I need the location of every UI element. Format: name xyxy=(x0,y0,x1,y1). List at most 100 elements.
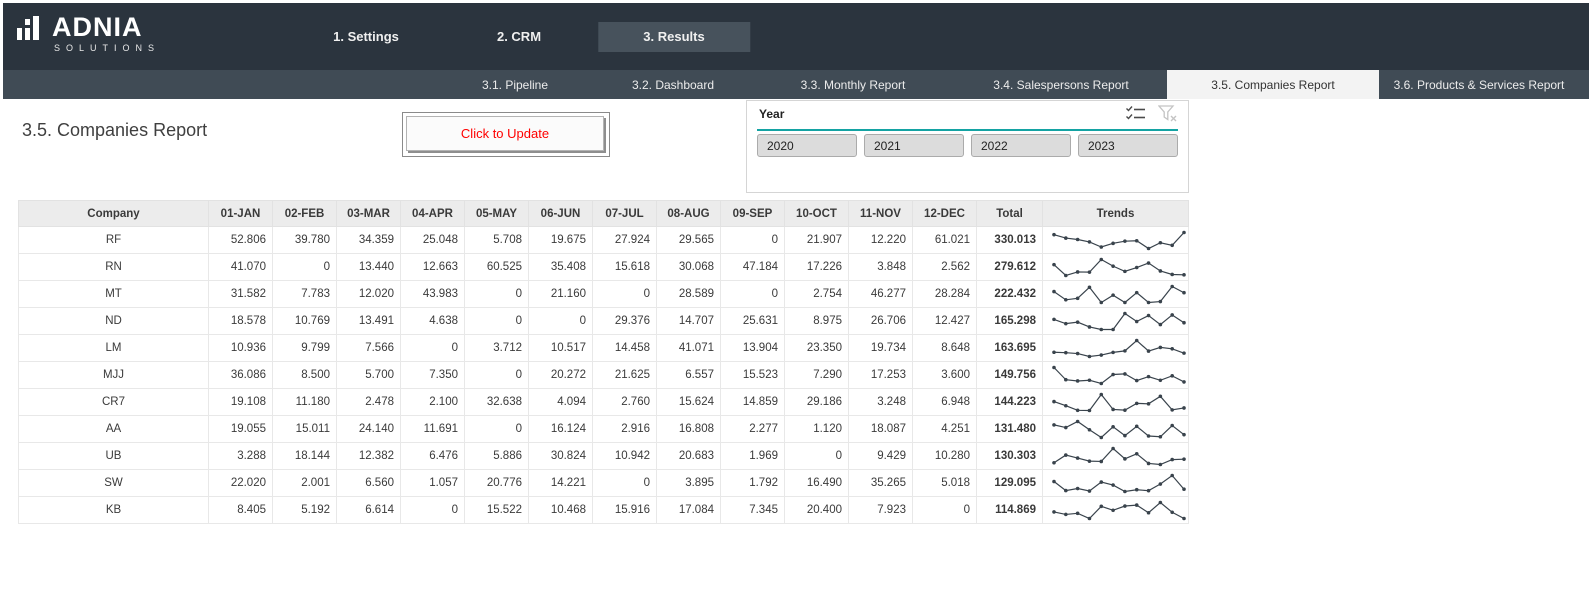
value-cell-01-jan: 36.086 xyxy=(208,361,273,389)
sub-tab-pipeline[interactable]: 3.1. Pipeline xyxy=(481,77,549,92)
slicer-option-2022[interactable]: 2022 xyxy=(971,134,1071,157)
slicer-option-2023[interactable]: 2023 xyxy=(1078,134,1178,157)
value-cell-07-jul: 15.916 xyxy=(592,496,657,524)
column-header-12-dec: 12-DEC xyxy=(912,200,977,227)
column-header-02-feb: 02-FEB xyxy=(272,200,337,227)
value-cell-12-dec: 61.021 xyxy=(912,226,977,254)
sub-tab-dashboard[interactable]: 3.2. Dashboard xyxy=(631,77,715,92)
column-header-company: Company xyxy=(18,200,209,227)
top-tab-settings[interactable]: 1. Settings xyxy=(333,29,399,44)
table-row-cr7: CR7 19.108 11.180 2.478 2.100 32.638 4.094 2.76… xyxy=(18,388,1189,416)
value-cell-10-oct: 21.907 xyxy=(784,226,849,254)
company-cell: CR7 xyxy=(18,388,209,416)
value-cell-12-dec: 2.562 xyxy=(912,253,977,281)
total-cell: 165.298 xyxy=(976,307,1043,335)
value-cell-07-jul: 27.924 xyxy=(592,226,657,254)
value-cell-02-feb: 5.192 xyxy=(272,496,337,524)
value-cell-02-feb: 39.780 xyxy=(272,226,337,254)
total-cell: 144.223 xyxy=(976,388,1043,416)
multi-select-icon[interactable] xyxy=(1125,105,1146,123)
column-header-trends: Trends xyxy=(1042,200,1189,227)
total-cell: 114.869 xyxy=(976,496,1043,524)
value-cell-02-feb: 10.769 xyxy=(272,307,337,335)
value-cell-06-jun: 10.468 xyxy=(528,496,593,524)
value-cell-07-jul: 2.760 xyxy=(592,388,657,416)
companies-report-table: Company 01-JAN 02-FEB 03-MAR 04-APR 05-MAY 06-… xyxy=(18,200,1189,524)
company-cell: UB xyxy=(18,442,209,470)
value-cell-10-oct: 29.186 xyxy=(784,388,849,416)
value-cell-04-apr: 43.983 xyxy=(400,280,465,308)
sub-navigation-bar: 3.1. Pipeline 3.2. Dashboard 3.3. Monthly … xyxy=(3,70,1589,99)
value-cell-08-aug: 3.895 xyxy=(656,469,721,497)
slicer-items: 2020 2021 2022 2023 xyxy=(757,134,1178,157)
value-cell-11-nov: 3.848 xyxy=(848,253,913,281)
total-cell: 330.013 xyxy=(976,226,1043,254)
sub-tab-monthly-report[interactable]: 3.3. Monthly Report xyxy=(800,77,906,92)
slicer-option-2021[interactable]: 2021 xyxy=(864,134,964,157)
slicer-option-2020[interactable]: 2020 xyxy=(757,134,857,157)
year-slicer: Year 2020 2021 2022 2023 xyxy=(746,100,1189,193)
trend-sparkline xyxy=(1052,311,1186,332)
table-row-mjj: MJJ 36.086 8.500 5.700 7.350 0 20.272 21.625 6.5… xyxy=(18,361,1189,389)
table-header-row: Company 01-JAN 02-FEB 03-MAR 04-APR 05-MAY 06-… xyxy=(18,200,1189,227)
trend-sparkline xyxy=(1052,230,1186,251)
value-cell-05-may: 60.525 xyxy=(464,253,529,281)
column-header-total: Total xyxy=(976,200,1043,227)
value-cell-12-dec: 3.600 xyxy=(912,361,977,389)
value-cell-02-feb: 8.500 xyxy=(272,361,337,389)
value-cell-07-jul: 14.458 xyxy=(592,334,657,362)
value-cell-07-jul: 10.942 xyxy=(592,442,657,470)
value-cell-09-sep: 47.184 xyxy=(720,253,785,281)
value-cell-06-jun: 20.272 xyxy=(528,361,593,389)
value-cell-08-aug: 17.084 xyxy=(656,496,721,524)
value-cell-05-may: 32.638 xyxy=(464,388,529,416)
click-to-update-button[interactable]: Click to Update xyxy=(406,116,604,151)
value-cell-05-may: 0 xyxy=(464,361,529,389)
table-row-mt: MT 31.582 7.783 12.020 43.983 0 21.160 0 28.589 0… xyxy=(18,280,1189,308)
column-header-03-mar: 03-MAR xyxy=(336,200,401,227)
total-cell: 222.432 xyxy=(976,280,1043,308)
company-cell: RF xyxy=(18,226,209,254)
column-header-10-oct: 10-OCT xyxy=(784,200,849,227)
column-header-05-may: 05-MAY xyxy=(464,200,529,227)
trend-cell xyxy=(1042,388,1189,416)
trend-cell xyxy=(1042,415,1189,443)
value-cell-04-apr: 11.691 xyxy=(400,415,465,443)
value-cell-07-jul: 2.916 xyxy=(592,415,657,443)
total-cell: 163.695 xyxy=(976,334,1043,362)
top-navigation-bar: ADNIA SOLUTIONS 1. Settings 2. CRM 3. Resu… xyxy=(3,3,1589,70)
value-cell-09-sep: 7.345 xyxy=(720,496,785,524)
trend-sparkline xyxy=(1052,257,1186,278)
value-cell-10-oct: 16.490 xyxy=(784,469,849,497)
column-header-08-aug: 08-AUG xyxy=(656,200,721,227)
sub-tab-products-services-report[interactable]: 3.6. Products & Services Report xyxy=(1393,77,1565,92)
value-cell-03-mar: 13.440 xyxy=(336,253,401,281)
value-cell-11-nov: 35.265 xyxy=(848,469,913,497)
value-cell-06-jun: 21.160 xyxy=(528,280,593,308)
top-tab-results[interactable]: 3. Results xyxy=(643,3,704,70)
value-cell-04-apr: 0 xyxy=(400,496,465,524)
value-cell-05-may: 3.712 xyxy=(464,334,529,362)
value-cell-05-may: 20.776 xyxy=(464,469,529,497)
value-cell-10-oct: 17.226 xyxy=(784,253,849,281)
value-cell-06-jun: 14.221 xyxy=(528,469,593,497)
company-cell: AA xyxy=(18,415,209,443)
value-cell-12-dec: 12.427 xyxy=(912,307,977,335)
value-cell-09-sep: 2.277 xyxy=(720,415,785,443)
page-title: 3.5. Companies Report xyxy=(22,120,208,140)
table-row-aa: AA 19.055 15.011 24.140 11.691 0 16.124 2.916 16… xyxy=(18,415,1189,443)
brand-subtitle: SOLUTIONS xyxy=(54,43,161,53)
sub-tab-companies-report[interactable]: 3.5. Companies Report xyxy=(1167,70,1379,99)
value-cell-03-mar: 24.140 xyxy=(336,415,401,443)
sub-tab-salespersons-report[interactable]: 3.4. Salespersons Report xyxy=(993,77,1129,92)
value-cell-12-dec: 10.280 xyxy=(912,442,977,470)
value-cell-09-sep: 25.631 xyxy=(720,307,785,335)
trend-cell xyxy=(1042,280,1189,308)
clear-filter-icon[interactable] xyxy=(1158,105,1178,123)
top-tab-crm[interactable]: 2. CRM xyxy=(496,29,542,44)
value-cell-05-may: 5.886 xyxy=(464,442,529,470)
total-cell: 131.480 xyxy=(976,415,1043,443)
value-cell-07-jul: 29.376 xyxy=(592,307,657,335)
value-cell-01-jan: 8.405 xyxy=(208,496,273,524)
